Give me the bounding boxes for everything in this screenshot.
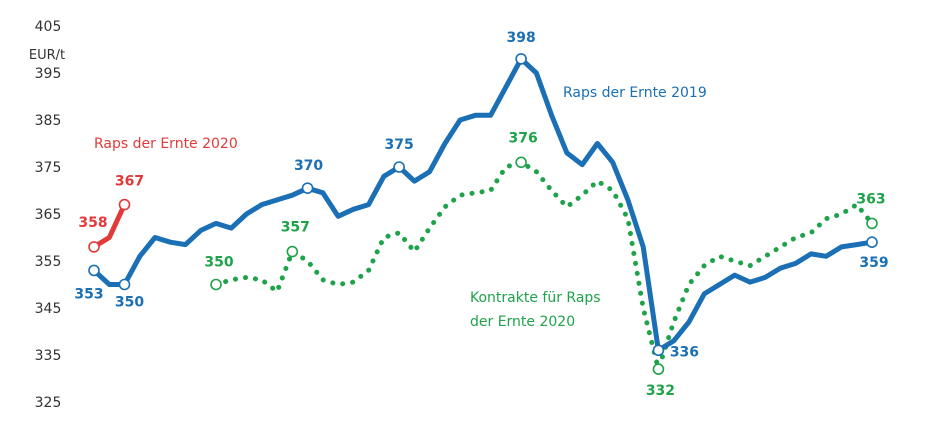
y-tick-label: 375 bbox=[35, 160, 62, 176]
series-name-label: Raps der Ernte 2020 bbox=[94, 136, 238, 152]
y-tick-label: 335 bbox=[35, 348, 62, 364]
y-tick-label: 325 bbox=[35, 395, 62, 411]
series-line bbox=[213, 159, 875, 372]
point-marker bbox=[652, 363, 665, 375]
y-tick-label: 405 bbox=[35, 19, 62, 35]
point-marker bbox=[88, 241, 100, 253]
point-marker bbox=[210, 278, 222, 291]
y-tick-label: 385 bbox=[35, 113, 62, 129]
point-marker bbox=[515, 156, 527, 169]
y-tick-label: 355 bbox=[35, 254, 62, 270]
data-label: 350 bbox=[204, 255, 233, 271]
series-layer bbox=[88, 53, 878, 375]
data-label: 363 bbox=[856, 191, 885, 207]
point-marker bbox=[286, 245, 299, 258]
data-label: 332 bbox=[646, 383, 675, 399]
point-marker bbox=[118, 198, 131, 211]
point-marker bbox=[515, 53, 527, 65]
y-tick-label: 345 bbox=[35, 301, 62, 317]
y-tick-label: 395 bbox=[35, 66, 62, 82]
y-unit-label: EUR/t bbox=[29, 48, 65, 63]
series-name-label: Raps der Ernte 2019 bbox=[563, 85, 707, 101]
series-line bbox=[91, 202, 127, 250]
point-marker bbox=[118, 278, 131, 291]
series-name-label: der Ernte 2020 bbox=[470, 314, 575, 330]
data-label: 398 bbox=[507, 30, 536, 46]
data-label: 376 bbox=[509, 130, 538, 146]
data-label: 367 bbox=[115, 174, 144, 190]
data-label: 353 bbox=[74, 286, 103, 302]
labels-layer: 350 357 376 332 363 Kontrakte für Raps der Ern… bbox=[74, 30, 888, 399]
series-name-label: Kontrakte für Raps bbox=[470, 290, 601, 306]
y-tick-label: 365 bbox=[35, 207, 62, 223]
y-axis: 325 335 345 355 365 375 385 395 405 EUR/t bbox=[29, 19, 65, 411]
point-marker bbox=[866, 217, 878, 230]
point-marker bbox=[88, 264, 100, 277]
data-label: 336 bbox=[670, 344, 699, 360]
point-marker bbox=[652, 344, 665, 357]
data-label: 357 bbox=[281, 220, 310, 236]
data-label: 375 bbox=[384, 137, 413, 153]
data-label: 370 bbox=[294, 158, 323, 174]
data-label: 359 bbox=[859, 255, 888, 271]
point-marker bbox=[866, 236, 878, 248]
data-label: 358 bbox=[78, 215, 107, 231]
point-marker bbox=[393, 161, 405, 173]
point-marker bbox=[301, 182, 314, 194]
series-line bbox=[91, 56, 875, 353]
data-label: 350 bbox=[115, 295, 144, 311]
